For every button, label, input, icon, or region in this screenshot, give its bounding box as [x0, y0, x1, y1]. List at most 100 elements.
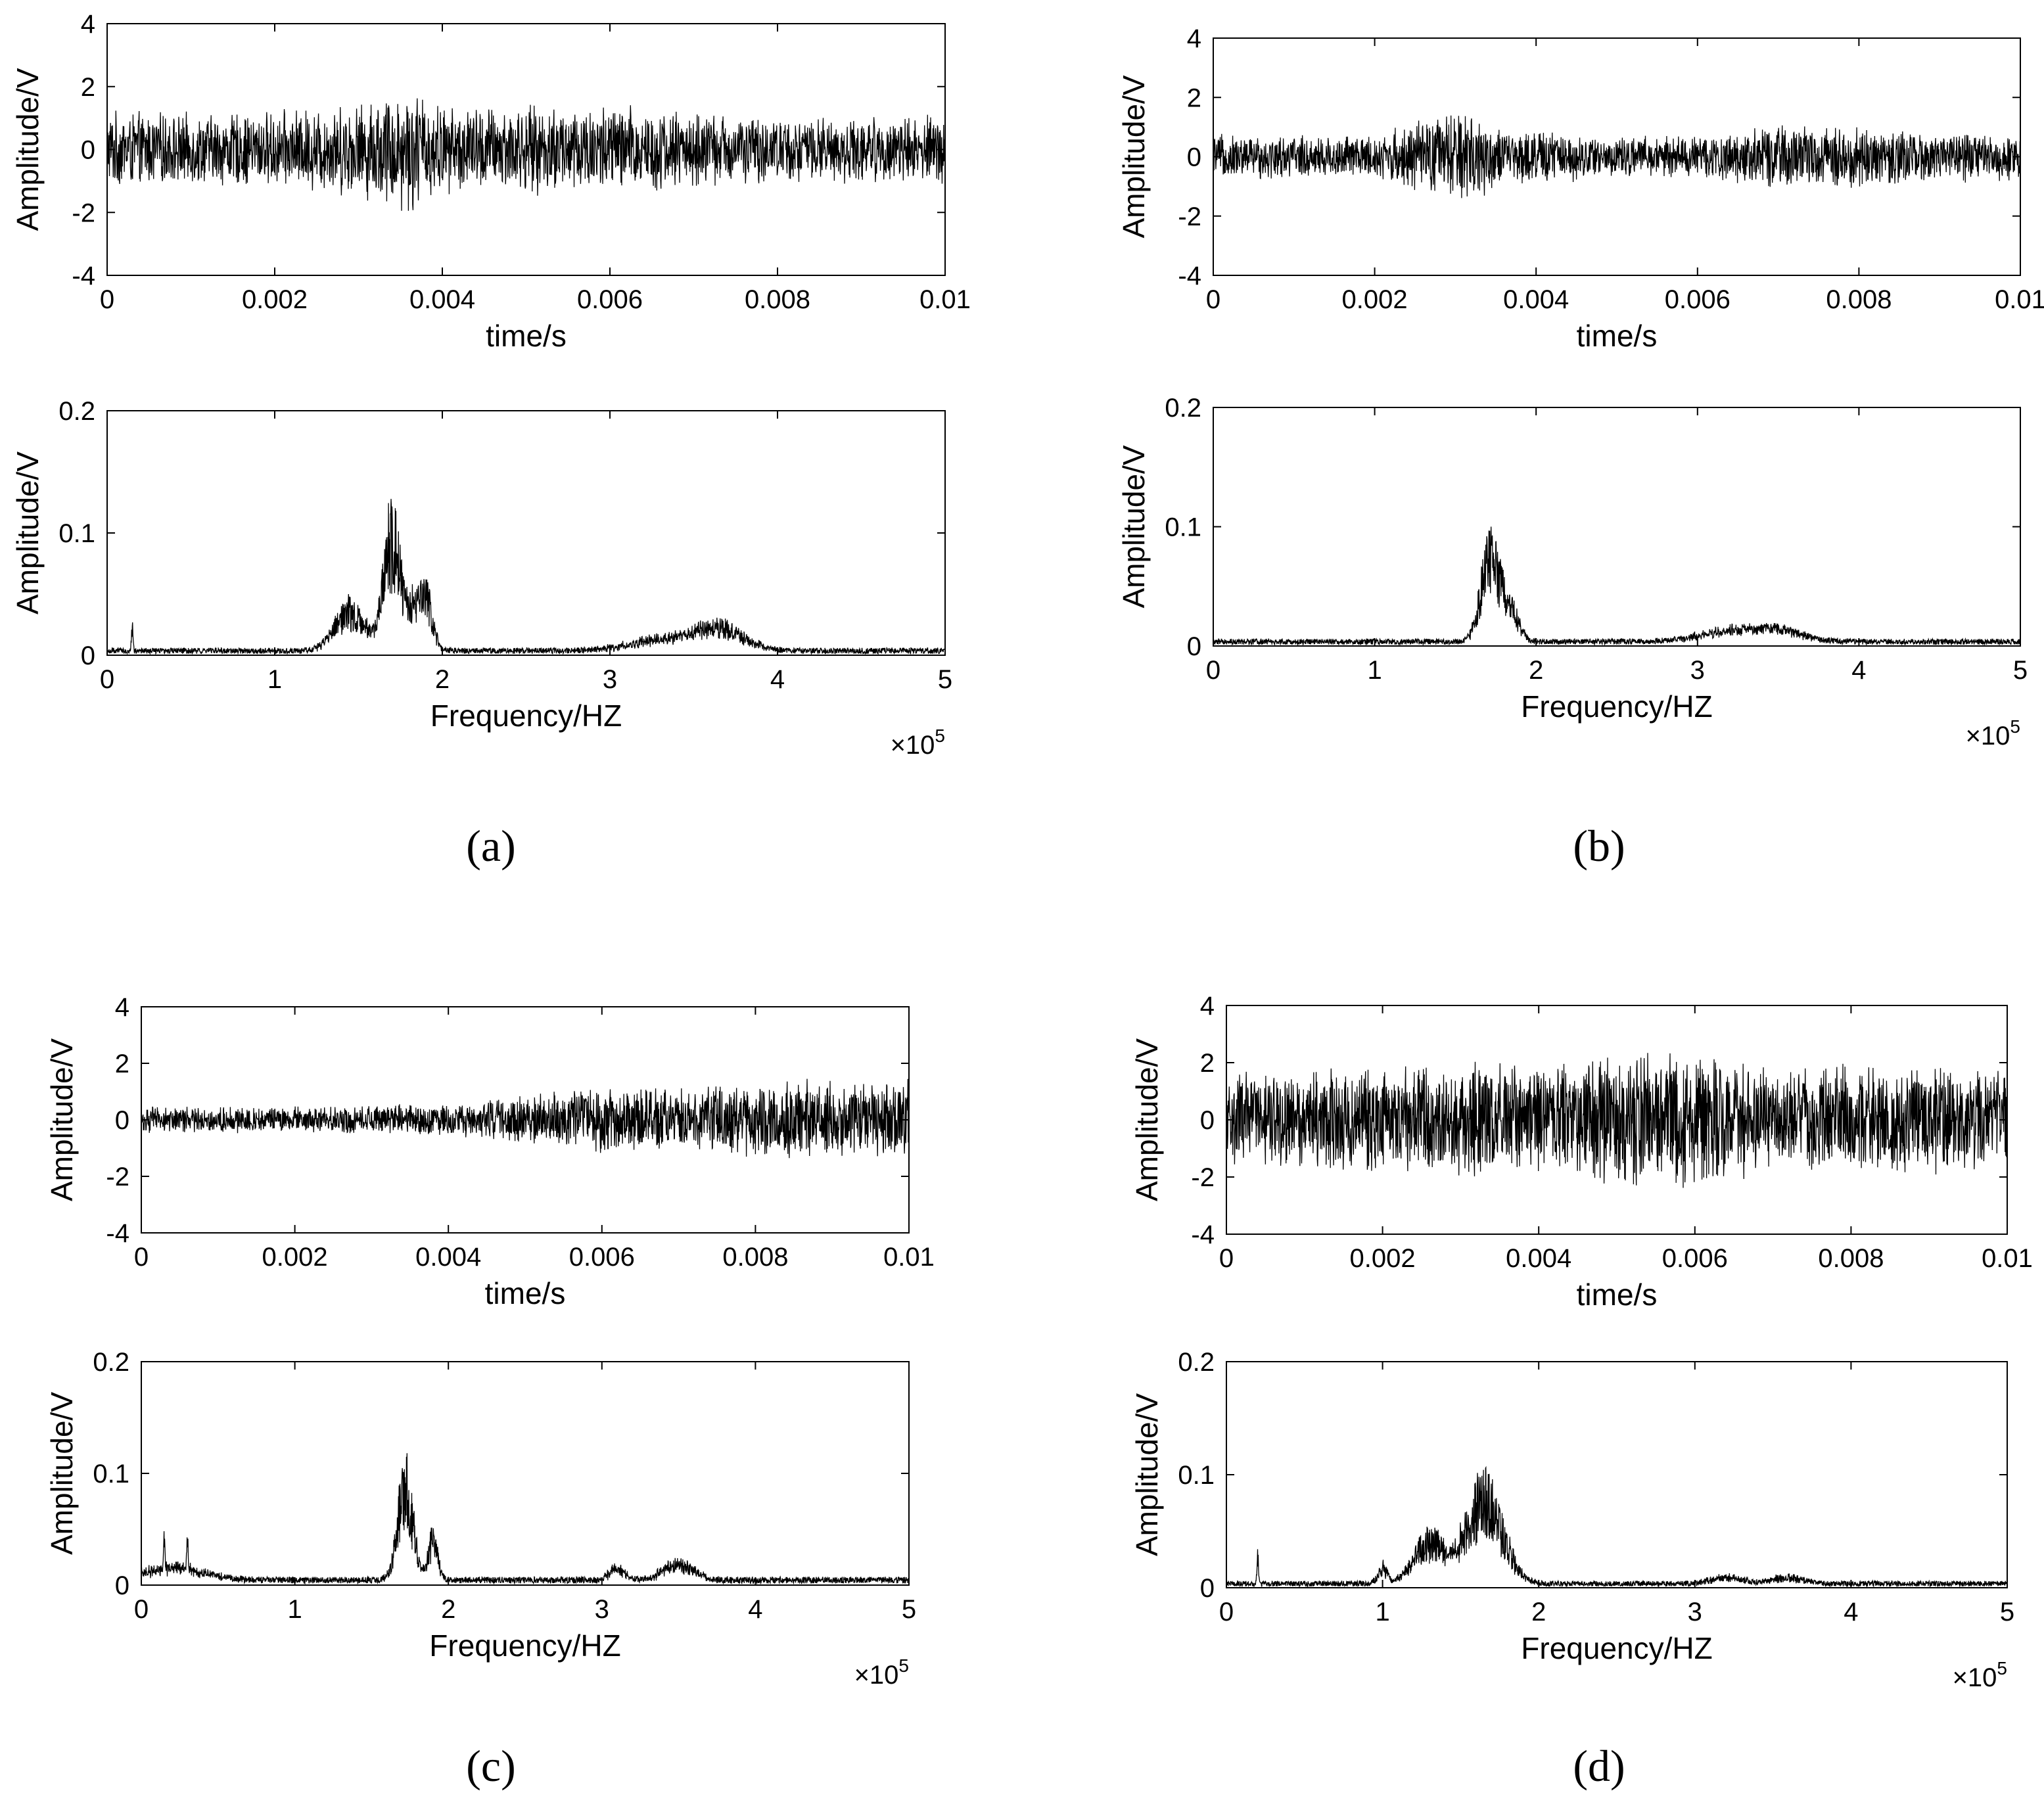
- y-axis-label: Amplitude/V: [45, 1038, 79, 1201]
- x-multiplier-exponent: 5: [898, 1655, 909, 1676]
- x-multiplier-exponent: 5: [1997, 1658, 2007, 1678]
- charts-group: 0 0.002 0.004 0.006 0.008 0.01 -4 -2 0 2 4 time/s Am…: [11, 10, 2044, 1692]
- y-axis-label: Amplitude/V: [11, 68, 45, 231]
- chart-b-time: 0 0.002 0.004 0.006 0.008 0.01 -4 -2 0 2 4 time/s Am…: [1117, 24, 2044, 353]
- x-tick-label: 0.008: [722, 1243, 788, 1272]
- x-tick-label: 4: [1844, 1598, 1858, 1627]
- x-multiplier-label: ×105: [1966, 716, 2020, 750]
- y-tick-label: 0.2: [1178, 1348, 1215, 1377]
- y-tick-label: -2: [1178, 202, 1201, 231]
- signal-line: [1213, 526, 2021, 647]
- y-tick-label: -2: [72, 198, 95, 227]
- x-tick-label: 3: [603, 665, 617, 694]
- x-tick-label: 0.008: [1818, 1244, 1884, 1273]
- x-tick-label: 2: [1531, 1598, 1546, 1627]
- x-tick-label: 0.01: [1995, 285, 2044, 314]
- x-tick-label: 2: [435, 665, 450, 694]
- x-multiplier-label: ×105: [854, 1655, 909, 1690]
- x-multiplier-base: ×10: [891, 731, 935, 760]
- x-tick-label: 0.006: [577, 285, 643, 314]
- x-tick-label: 4: [748, 1595, 762, 1624]
- y-tick-label: 4: [81, 10, 95, 39]
- y-tick-label: 0.2: [93, 1348, 129, 1377]
- y-tick-label: 0: [1187, 143, 1201, 172]
- signal-line: [1226, 1053, 2008, 1188]
- y-axis-label: Amplitude/V: [1117, 445, 1151, 608]
- x-tick-label: 0: [100, 665, 114, 694]
- y-tick-label: 4: [115, 993, 129, 1022]
- x-tick-label: 5: [2013, 656, 2028, 685]
- y-axis-label: Amplitude/V: [1130, 1038, 1164, 1201]
- y-tick-label: 0.1: [1178, 1461, 1215, 1490]
- x-multiplier-base: ×10: [1953, 1663, 1997, 1692]
- x-tick-label: 3: [1688, 1598, 1702, 1627]
- x-tick-label: 0.002: [1342, 285, 1408, 314]
- x-tick-label: 0.004: [1506, 1244, 1571, 1273]
- x-tick-label: 0.01: [883, 1243, 935, 1272]
- x-tick-label: 0: [1219, 1598, 1234, 1627]
- x-tick-label: 0: [134, 1595, 149, 1624]
- x-tick-label: 0.006: [1665, 285, 1730, 314]
- signal-line: [141, 1078, 910, 1159]
- x-tick-label: 0.004: [415, 1243, 481, 1272]
- x-tick-label: 0.006: [1662, 1244, 1728, 1273]
- y-axis-label: Amplitude/V: [45, 1392, 79, 1555]
- y-axis-label: Amplitude/V: [1117, 75, 1151, 238]
- x-tick-label: 0.002: [242, 285, 308, 314]
- x-tick-label: 0.002: [1350, 1244, 1416, 1273]
- y-tick-label: 0.1: [93, 1460, 129, 1488]
- x-tick-label: 2: [1529, 656, 1543, 685]
- signal-line: [106, 98, 946, 211]
- y-axis-label: Amplitude/V: [11, 451, 45, 614]
- y-tick-label: -2: [1191, 1163, 1215, 1192]
- y-axis-label: Amplitude/V: [1130, 1393, 1164, 1556]
- x-multiplier-exponent: 5: [2010, 716, 2020, 737]
- y-tick-label: 0: [1187, 632, 1201, 661]
- panel-label-a: (a): [466, 821, 515, 871]
- x-tick-label: 3: [1690, 656, 1705, 685]
- y-tick-label: 0: [1200, 1574, 1215, 1603]
- x-axis-label: Frequency/HZ: [1521, 689, 1712, 724]
- x-tick-label: 0.002: [262, 1243, 328, 1272]
- signal-line: [106, 499, 946, 656]
- x-tick-label: 4: [1851, 656, 1866, 685]
- x-tick-label: 0.008: [1826, 285, 1892, 314]
- x-tick-label: 0: [134, 1243, 149, 1272]
- x-tick-label: 0.006: [569, 1243, 635, 1272]
- x-tick-label: 0: [1206, 656, 1220, 685]
- y-tick-label: 0: [81, 641, 95, 670]
- x-tick-label: 0: [1206, 285, 1220, 314]
- x-tick-label: 5: [902, 1595, 916, 1624]
- y-tick-label: 2: [81, 73, 95, 102]
- x-axis-label: time/s: [485, 1276, 566, 1310]
- panel-label-b: (b): [1573, 821, 1625, 871]
- x-axis-label: Frequency/HZ: [430, 699, 622, 733]
- x-tick-label: 0: [1219, 1244, 1234, 1273]
- y-tick-label: -4: [72, 262, 95, 290]
- x-tick-label: 0.008: [745, 285, 810, 314]
- y-tick-label: 2: [1187, 83, 1201, 112]
- x-axis-label: time/s: [1577, 319, 1658, 353]
- y-tick-label: 0: [115, 1571, 129, 1600]
- panel-label-d: (d): [1573, 1741, 1625, 1791]
- x-axis-label: Frequency/HZ: [429, 1628, 620, 1663]
- signal-line: [1213, 115, 2021, 198]
- chart-a-time: 0 0.002 0.004 0.006 0.008 0.01 -4 -2 0 2 4 time/s Am…: [11, 10, 971, 353]
- signal-line: [1226, 1465, 2008, 1588]
- y-tick-label: 0.1: [58, 519, 95, 548]
- y-tick-label: -4: [1191, 1220, 1215, 1249]
- y-tick-label: -4: [1178, 262, 1201, 290]
- x-tick-label: 0.004: [409, 285, 475, 314]
- x-tick-label: 1: [1367, 656, 1382, 685]
- x-multiplier-base: ×10: [1966, 722, 2010, 750]
- y-tick-label: 0.1: [1165, 513, 1201, 542]
- x-tick-label: 5: [938, 665, 952, 694]
- y-tick-label: -2: [106, 1163, 129, 1191]
- y-tick-label: 0.2: [1165, 394, 1201, 423]
- signal-line: [141, 1453, 910, 1585]
